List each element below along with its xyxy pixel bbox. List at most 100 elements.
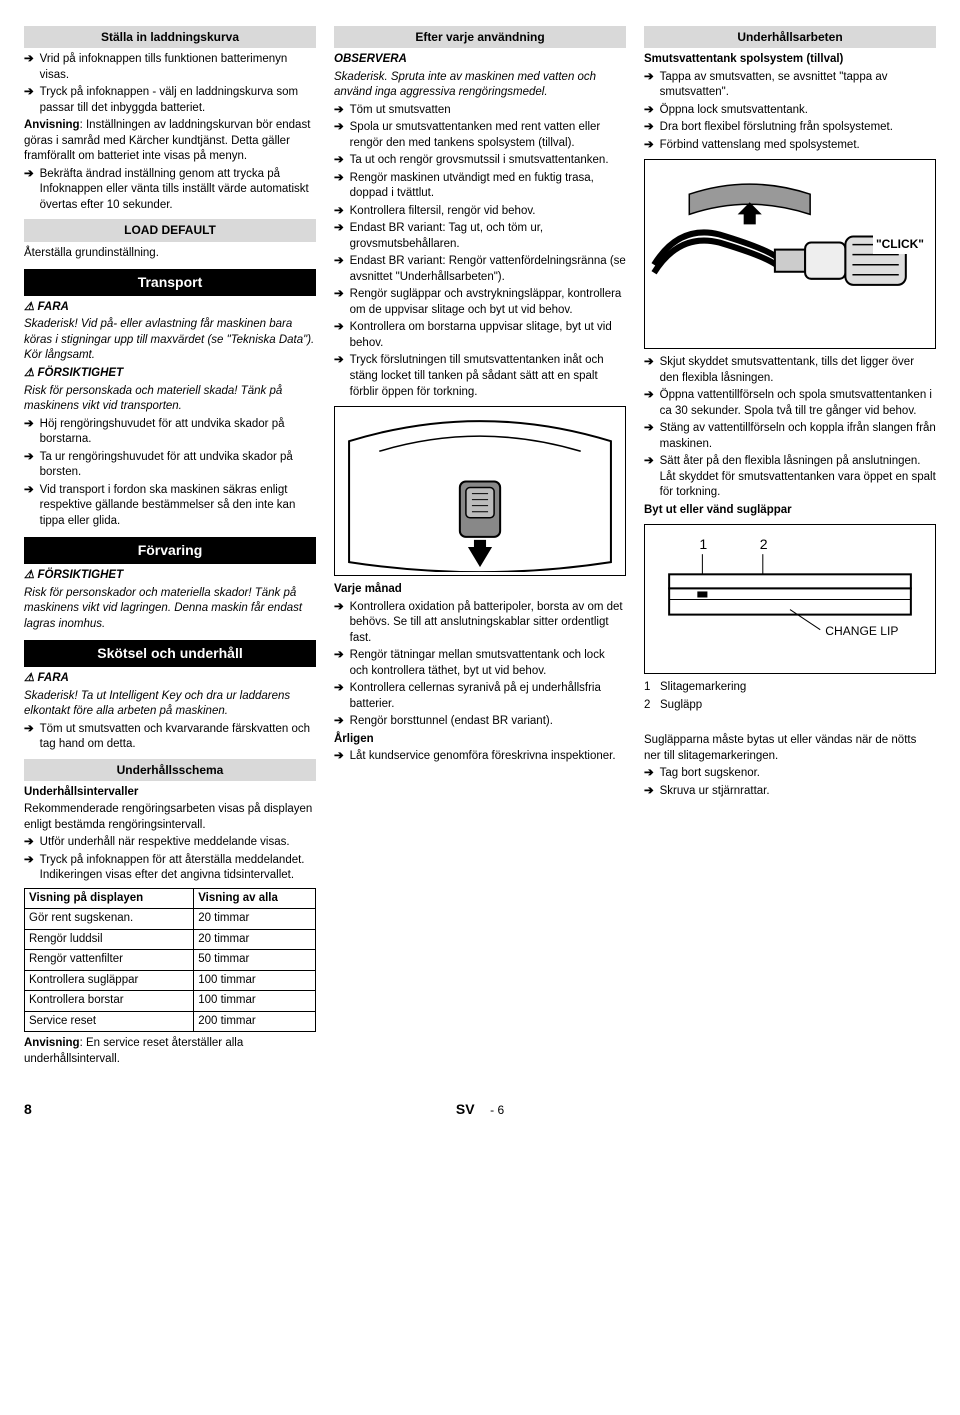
list-item: ➔Tag bort sugskenor. [644,766,936,782]
list-item: ➔Sätt åter på den flexibla låsningen på … [644,454,936,501]
arrow-icon: ➔ [334,254,344,285]
text: Rengör borsttunnel (endast BR variant). [350,714,626,730]
list-item: ➔Kontrollera om borstarna uppvisar slita… [334,320,626,351]
list-item: ➔Stäng av vattentillförseln och koppla i… [644,421,936,452]
arrow-icon: ➔ [24,853,34,884]
legend-text: Sugläpp [660,699,702,711]
text: Kontrollera om borstarna uppvisar slitag… [350,320,626,351]
arrow-icon: ➔ [24,722,34,753]
table-cell: 200 timmar [194,1011,316,1032]
list-item: ➔Töm ut smutsvatten [334,103,626,119]
arrow-icon: ➔ [334,353,344,400]
table-row: Kontrollera borstar100 timmar [25,991,316,1012]
table-cell: 100 timmar [194,970,316,991]
list-item: ➔Höj rengöringshuvudet för att undvika s… [24,417,316,448]
table-header: Visning av alla [194,888,316,909]
table-cell: Kontrollera borstar [25,991,194,1012]
latch-illustration-icon [339,411,621,572]
table-cell: Kontrollera sugläppar [25,970,194,991]
text: Endast BR variant: Tag ut, och töm ur, g… [350,221,626,252]
heading-rinse-system: Smutsvattentank spolsystem (tillval) [644,52,936,68]
arrow-icon: ➔ [24,167,34,214]
list-item: ➔Spola ur smutsvattentanken med rent vat… [334,120,626,151]
text: Tryck på infoknappen för att återställa … [40,853,316,884]
text: Tryck förslutningen till smutsvattentank… [350,353,626,400]
table-row: Gör rent sugskenan.20 timmar [25,909,316,930]
page-footer: 8 SV - 6 [24,1100,936,1119]
arrow-icon: ➔ [644,70,654,101]
arrow-icon: ➔ [644,454,654,501]
list-item: ➔Utför underhåll när respektive meddelan… [24,835,316,851]
table-row: Service reset200 timmar [25,1011,316,1032]
list-item: ➔Vrid på infoknappen tills funktionen ba… [24,52,316,83]
list-item: ➔Tryck på infoknappen för att återställa… [24,853,316,884]
text: Stäng av vattentillförseln och koppla if… [660,421,936,452]
arrow-icon: ➔ [334,287,344,318]
warning-caution: ⚠ FÖRSIKTIGHET [24,366,316,382]
text: Kontrollera filtersil, rengör vid behov. [350,204,626,220]
callout-1: 1 [699,537,707,553]
arrow-icon: ➔ [644,784,654,800]
diagram-hose-connect: "CLICK" [644,159,936,349]
text: Töm ut smutsvatten [350,103,626,119]
arrow-icon: ➔ [334,600,344,647]
arrow-icon: ➔ [334,648,344,679]
text: Tag bort sugskenor. [660,766,936,782]
change-lip-label: CHANGE LIP [825,624,898,638]
list-item: ➔Förbind vattenslang med spolsystemet. [644,138,936,154]
table-header: Visning på displayen [25,888,194,909]
list-item: ➔ Kontrollera filtersil, rengör vid behov… [334,204,626,220]
text: Rengör maskinen utvändigt med en fuktig … [350,171,626,202]
text: Bekräfta ändrad inställning genom att tr… [40,167,316,214]
arrow-icon: ➔ [334,681,344,712]
arrow-icon: ➔ [334,221,344,252]
text: Vrid på infoknappen tills funktionen bat… [40,52,316,83]
text: Endast BR variant: Rengör vattenfördelni… [350,254,626,285]
list-item: ➔Skruva ur stjärnrattar. [644,784,936,800]
arrow-icon: ➔ [334,204,344,220]
text: Öppna lock smutsvattentank. [660,103,936,119]
arrow-icon: ➔ [24,483,34,530]
table-cell: Rengör luddsil [25,929,194,950]
table-cell: 20 timmar [194,909,316,930]
list-item: ➔Endast BR variant: Tag ut, och töm ur, … [334,221,626,252]
arrow-icon: ➔ [24,417,34,448]
text-reset: Återställa grundinställning. [24,246,316,262]
warning-danger: ⚠ FARA [24,671,316,687]
footer-spacer [932,1100,936,1119]
heading-storage: Förvaring [24,537,316,564]
arrow-icon: ➔ [334,749,344,765]
list-item: ➔Töm ut smutsvatten och kvarvarande färs… [24,722,316,753]
table-row: Rengör vattenfilter50 timmar [25,950,316,971]
table-cell: Rengör vattenfilter [25,950,194,971]
text: Dra bort flexibel förslutning från spols… [660,120,936,136]
text: Skjut skyddet smutsvattentank, tills det… [660,355,936,386]
legend-item-1: 1 Slitagemarkering [644,680,936,696]
note: Anvisning: Inställningen av laddningskur… [24,118,316,165]
text: Sätt åter på den flexibla låsningen på a… [660,454,936,501]
heading-monthly: Varje månad [334,582,626,598]
list-item: ➔Skjut skyddet smutsvattentank, tills de… [644,355,936,386]
table-row: Rengör luddsil20 timmar [25,929,316,950]
list-item: ➔Rengör sugläppar och avstrykningsläppar… [334,287,626,318]
text: Kontrollera oxidation på batteripoler, b… [350,600,626,647]
legend-text: Slitagemarkering [660,681,746,693]
list-item: ➔Rengör tätningar mellan smutsvattentank… [334,648,626,679]
table-cell: Service reset [25,1011,194,1032]
arrow-icon: ➔ [644,355,654,386]
table-cell: 100 timmar [194,991,316,1012]
arrow-icon: ➔ [24,835,34,851]
text: Sugläpparna måste bytas ut eller vändas … [644,733,936,764]
warning-caution: ⚠ FÖRSIKTIGHET [24,568,316,584]
list-item: ➔Vid transport i fordon ska maskinen säk… [24,483,316,530]
legend-num: 2 [644,699,650,711]
table-row: Kontrollera sugläppar100 timmar [25,970,316,991]
text: Förbind vattenslang med spolsystemet. [660,138,936,154]
list-item: ➔Kontrollera oxidation på batteripoler, … [334,600,626,647]
observe-heading: OBSERVERA [334,52,626,68]
page-number-left: 8 [24,1100,32,1119]
warning-danger: ⚠ FARA [24,300,316,316]
arrow-icon: ➔ [334,153,344,169]
arrow-icon: ➔ [334,714,344,730]
table-cell: 50 timmar [194,950,316,971]
